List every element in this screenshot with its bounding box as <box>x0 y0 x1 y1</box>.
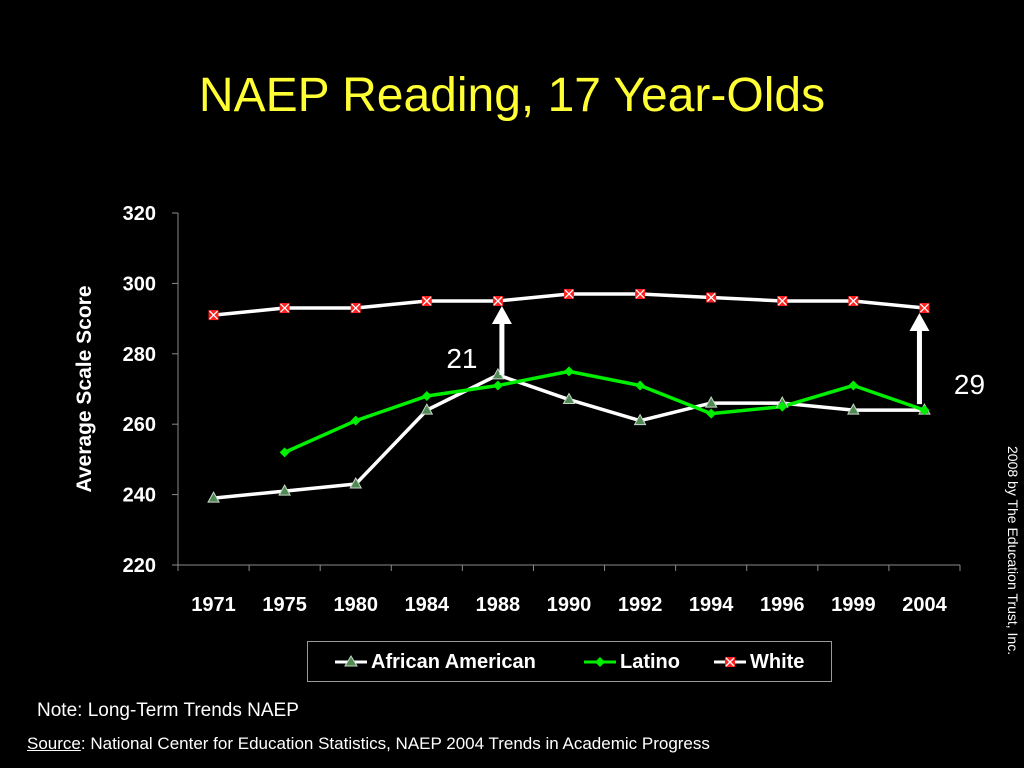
data-point-white-cross <box>706 293 716 302</box>
data-point-white-cross <box>280 303 290 313</box>
data-point-white-cross <box>919 303 929 313</box>
x-tick-label: 1990 <box>547 594 592 616</box>
data-point-latino <box>279 447 290 458</box>
y-tick-label: 240 <box>123 485 156 507</box>
data-point-white <box>421 296 432 306</box>
x-tick-label: 1980 <box>333 594 378 616</box>
x-tick-label: 1971 <box>191 594 236 616</box>
x-tick-label: 2004 <box>902 594 947 616</box>
data-point-african-american <box>278 484 291 496</box>
copyright-credit: 2008 by The Education Trust, Inc. <box>1005 446 1021 656</box>
x-tick-label: 1984 <box>405 594 450 616</box>
data-point-latino <box>492 380 503 391</box>
data-point-latino <box>564 366 574 377</box>
legend-african-american-marker-icon <box>335 655 367 667</box>
data-point-african-american <box>847 403 860 415</box>
gap-annotation-label: 29 <box>954 369 985 400</box>
data-point-latino <box>848 380 859 391</box>
x-tick-label: 1996 <box>760 594 805 616</box>
source-text: National Center for Education Statistics… <box>85 734 710 753</box>
y-tick-label: 280 <box>123 344 156 366</box>
chart-title: NAEP Reading, 17 Year-Olds <box>198 69 826 122</box>
data-point-african-american <box>349 477 363 489</box>
data-point-white <box>635 288 646 299</box>
gap-annotation-label: 21 <box>446 343 477 374</box>
data-point-african-american <box>562 392 576 405</box>
data-point-white <box>706 292 717 303</box>
y-tick-label: 220 <box>123 555 156 577</box>
data-point-white-cross <box>635 289 645 299</box>
data-point-white-cross <box>848 296 858 306</box>
source-citation: Source: National Center for Education St… <box>27 734 710 754</box>
legend-item-white: White <box>713 650 804 674</box>
source-separator: : <box>80 734 86 753</box>
data-point-african-american <box>207 491 220 503</box>
data-point-latino <box>777 401 788 412</box>
legend-label: White <box>750 650 805 673</box>
x-tick-label: 1992 <box>618 594 663 616</box>
data-point-white-cross <box>209 310 219 320</box>
series-line-latino <box>283 369 926 454</box>
data-point-white <box>350 303 361 314</box>
data-point-latino <box>635 380 646 391</box>
data-point-latino <box>350 415 361 426</box>
data-point-white <box>777 296 788 306</box>
source-label: Source <box>27 734 81 753</box>
x-tick-label: 1988 <box>476 594 521 616</box>
gap-arrow-head <box>491 306 512 324</box>
data-point-white <box>492 296 503 306</box>
data-point-white-cross <box>777 296 787 306</box>
x-tick-label: 1999 <box>831 594 876 616</box>
data-point-latino <box>706 408 717 419</box>
legend-item-latino: Latino <box>583 650 680 674</box>
x-tick-label: 1975 <box>262 594 307 616</box>
legend-white-marker-icon <box>714 657 746 667</box>
legend-latino-marker-icon <box>584 657 616 667</box>
data-point-white-cross <box>564 289 574 299</box>
y-axis-title: Average Scale Score <box>73 285 96 492</box>
legend-item-african-american: African American <box>334 650 536 674</box>
data-point-latino <box>919 405 930 416</box>
data-point-white-cross <box>351 303 361 313</box>
y-tick-label: 260 <box>123 414 156 436</box>
x-tick-label: 1994 <box>689 594 734 616</box>
data-point-white <box>208 310 219 321</box>
data-point-white <box>564 288 574 299</box>
gap-arrow-head <box>909 313 930 332</box>
data-point-white <box>279 303 290 314</box>
chart-legend: African American Latino White <box>307 641 832 682</box>
data-point-white-cross <box>493 296 503 306</box>
data-point-white-cross <box>422 296 432 306</box>
legend-label: Latino <box>620 650 680 673</box>
data-point-african-american <box>633 413 647 426</box>
data-point-latino <box>421 391 432 402</box>
data-point-african-american <box>704 396 718 408</box>
chart-note: Note: Long-Term Trends NAEP <box>37 700 299 721</box>
y-tick-label: 320 <box>123 203 156 225</box>
legend-label: African American <box>371 650 536 673</box>
y-tick-label: 300 <box>123 273 156 295</box>
data-point-african-american <box>420 403 434 415</box>
data-point-white <box>919 303 930 314</box>
data-point-white <box>848 296 859 306</box>
